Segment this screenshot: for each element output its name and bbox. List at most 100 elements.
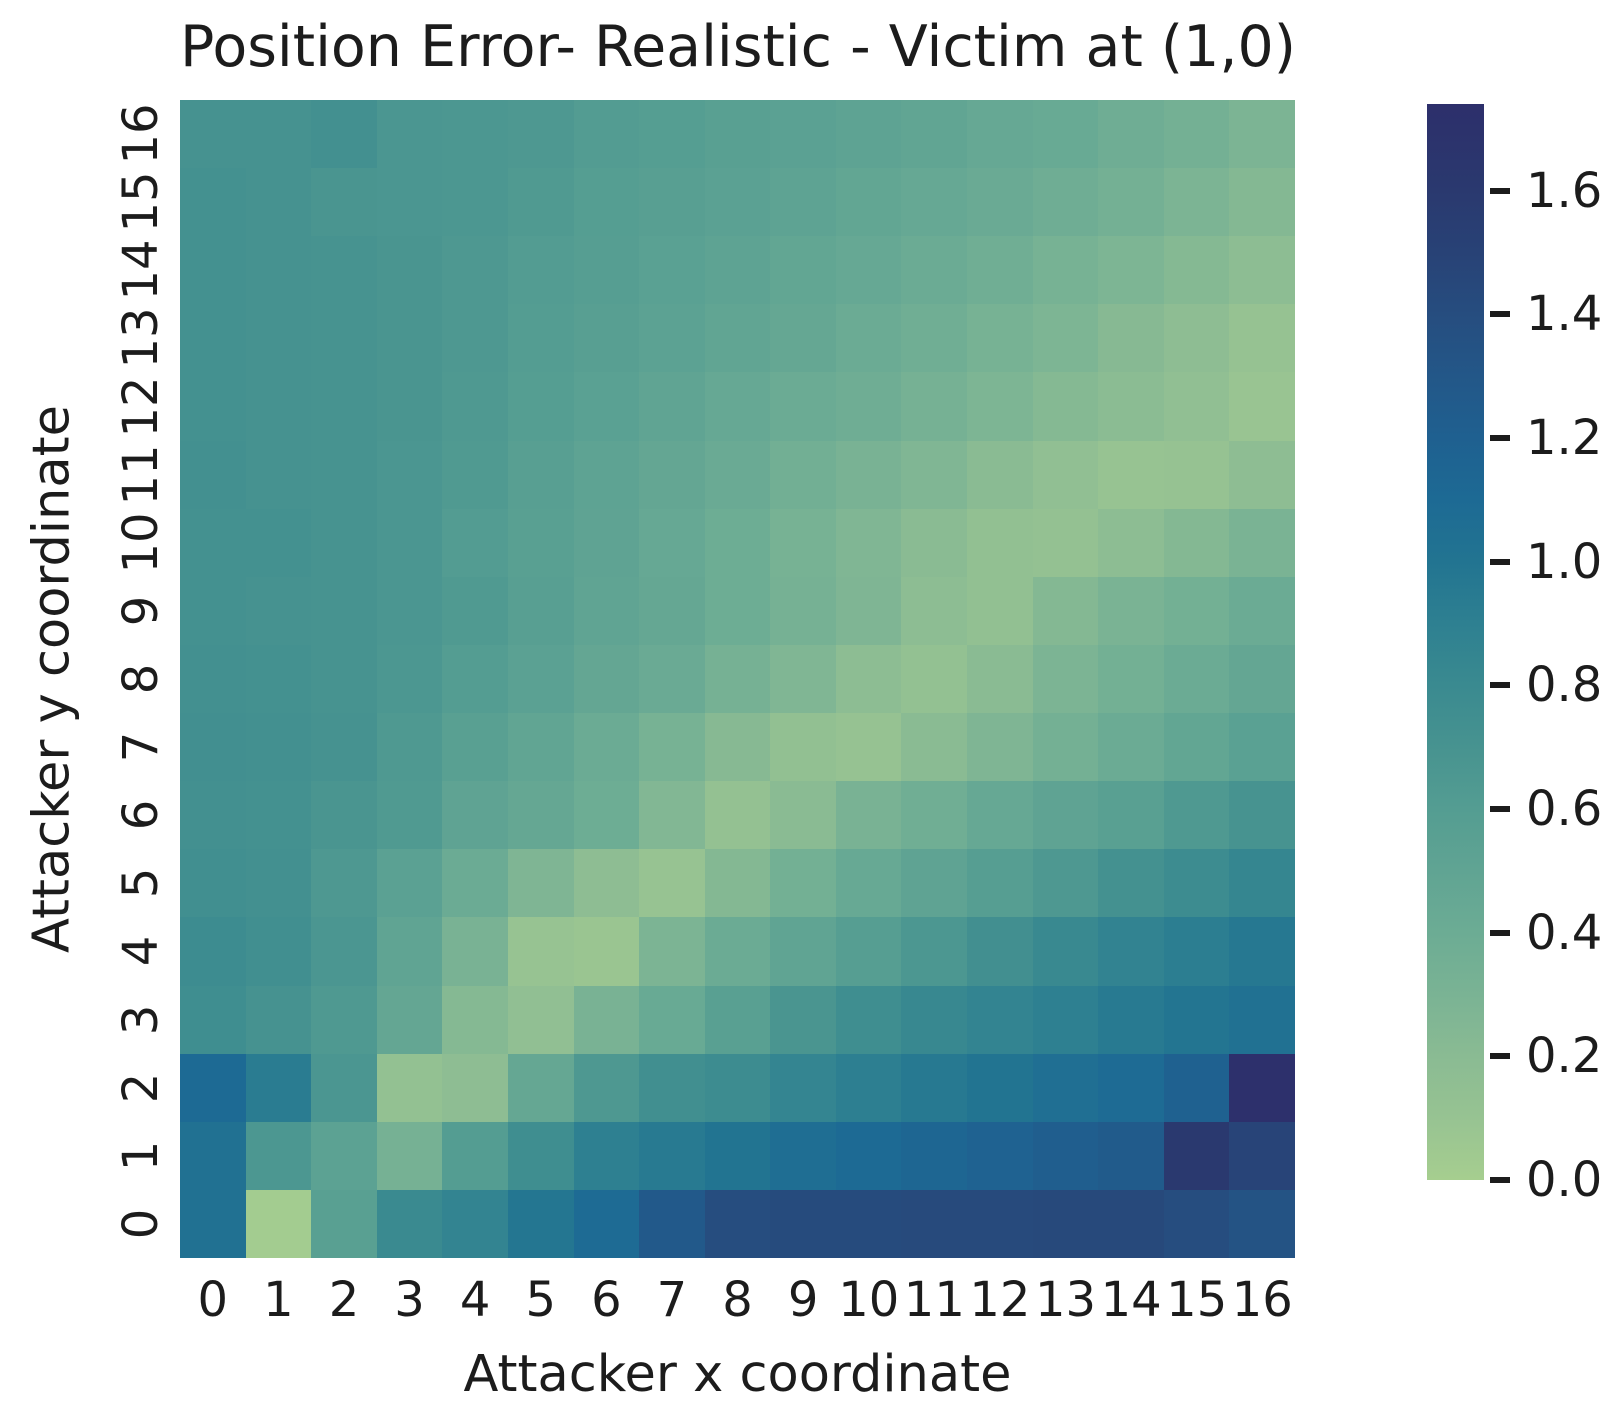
heatmap-cell (639, 644, 705, 714)
colorbar-tick-label: 0.2 (1526, 1028, 1603, 1085)
heatmap-cell (639, 1189, 705, 1258)
heatmap-cell (245, 576, 312, 645)
heatmap-cell (1032, 372, 1099, 441)
heatmap-cell (442, 236, 508, 305)
heatmap-cell (1229, 1121, 1295, 1190)
heatmap-cell (376, 849, 443, 918)
heatmap-cell (704, 985, 771, 1054)
heatmap-cell (245, 372, 312, 441)
heatmap-cell (770, 644, 836, 714)
heatmap-cell (835, 713, 902, 782)
y-tick-label: 9 (113, 595, 169, 627)
y-tick-label: 10 (113, 512, 169, 574)
heatmap-cell (376, 644, 443, 714)
heatmap-cell (180, 1189, 246, 1258)
heatmap-cell (835, 917, 902, 986)
heatmap-cell (704, 849, 771, 918)
heatmap-cell (573, 236, 640, 305)
heatmap-cell (507, 168, 574, 237)
heatmap-cell (376, 372, 443, 441)
heatmap-cell (180, 781, 246, 850)
heatmap-cell (311, 440, 377, 509)
heatmap-cell (311, 372, 377, 441)
heatmap-cell (376, 508, 443, 577)
heatmap-cell (639, 508, 705, 577)
heatmap-cell (639, 985, 705, 1054)
heatmap-grid (180, 100, 1295, 1258)
heatmap-cell (901, 508, 968, 577)
heatmap-cell (1098, 304, 1164, 373)
heatmap-cell (1098, 576, 1164, 645)
colorbar-tick-label: 0.0 (1526, 1152, 1603, 1208)
heatmap-cell (835, 304, 902, 373)
heatmap-cell (1229, 713, 1295, 782)
heatmap-cell (507, 576, 574, 645)
colorbar-tick-mark (1490, 187, 1510, 194)
heatmap-cell (770, 440, 836, 509)
heatmap-cell (442, 985, 508, 1054)
heatmap-cell (1098, 917, 1164, 986)
heatmap-cell (1098, 713, 1164, 782)
heatmap-cell (639, 713, 705, 782)
heatmap-cell (901, 917, 968, 986)
heatmap-cell (376, 1121, 443, 1190)
x-tick-label: 2 (328, 1272, 360, 1328)
heatmap-cell (967, 985, 1033, 1054)
x-axis-label: Attacker x coordinate (463, 1345, 1012, 1404)
heatmap-cell (1229, 100, 1295, 169)
heatmap-cell (573, 1189, 640, 1258)
y-tick-label: 15 (113, 171, 169, 233)
heatmap-cell (1032, 713, 1099, 782)
heatmap-cell (507, 644, 574, 714)
heatmap-cell (1098, 440, 1164, 509)
heatmap-cell (376, 713, 443, 782)
heatmap-cell (835, 849, 902, 918)
heatmap-cell (1098, 168, 1164, 237)
heatmap-cell (639, 372, 705, 441)
heatmap-cell (1032, 781, 1099, 850)
heatmap-cell (245, 508, 312, 577)
heatmap-cell (376, 100, 443, 169)
heatmap-cell (1098, 100, 1164, 169)
heatmap-cell (639, 304, 705, 373)
heatmap-cell (967, 1121, 1033, 1190)
y-tick-label: 3 (113, 1004, 169, 1035)
heatmap-cell (507, 440, 574, 509)
heatmap-cell (245, 1121, 312, 1190)
heatmap-cell (507, 100, 574, 169)
heatmap-cell (245, 985, 312, 1054)
chart-title: Position Error- Realistic - Victim at (1… (180, 14, 1297, 80)
heatmap-cell (1229, 440, 1295, 509)
heatmap-cell (901, 304, 968, 373)
x-tick-label: 0 (197, 1272, 229, 1328)
heatmap-cell (180, 576, 246, 645)
y-tick-label: 4 (113, 936, 169, 967)
heatmap-cell (180, 1053, 246, 1122)
heatmap-cell (245, 1189, 312, 1258)
heatmap-cell (967, 100, 1033, 169)
x-tick-label: 10 (838, 1272, 900, 1328)
heatmap-cell (967, 644, 1033, 714)
heatmap-cell (311, 168, 377, 237)
heatmap-cell (1098, 644, 1164, 714)
heatmap-cell (245, 849, 312, 918)
heatmap-cell (1032, 917, 1099, 986)
heatmap-cell (1229, 1053, 1295, 1122)
heatmap-cell (507, 985, 574, 1054)
colorbar-tick-label: 1.4 (1526, 286, 1603, 343)
heatmap-cell (180, 644, 246, 714)
heatmap-cell (245, 917, 312, 986)
colorbar-tick-label: 1.2 (1526, 409, 1603, 466)
heatmap-cell (1098, 508, 1164, 577)
heatmap-cell (311, 644, 377, 714)
heatmap-cell (770, 236, 836, 305)
heatmap-cell (1163, 508, 1230, 577)
y-tick-label: 7 (113, 731, 169, 763)
colorbar (1427, 104, 1484, 1180)
heatmap-cell (573, 168, 640, 237)
heatmap-cell (639, 576, 705, 645)
heatmap-cell (376, 236, 443, 305)
heatmap-cell (1163, 1121, 1230, 1190)
heatmap-cell (245, 440, 312, 509)
heatmap-cell (1032, 576, 1099, 645)
